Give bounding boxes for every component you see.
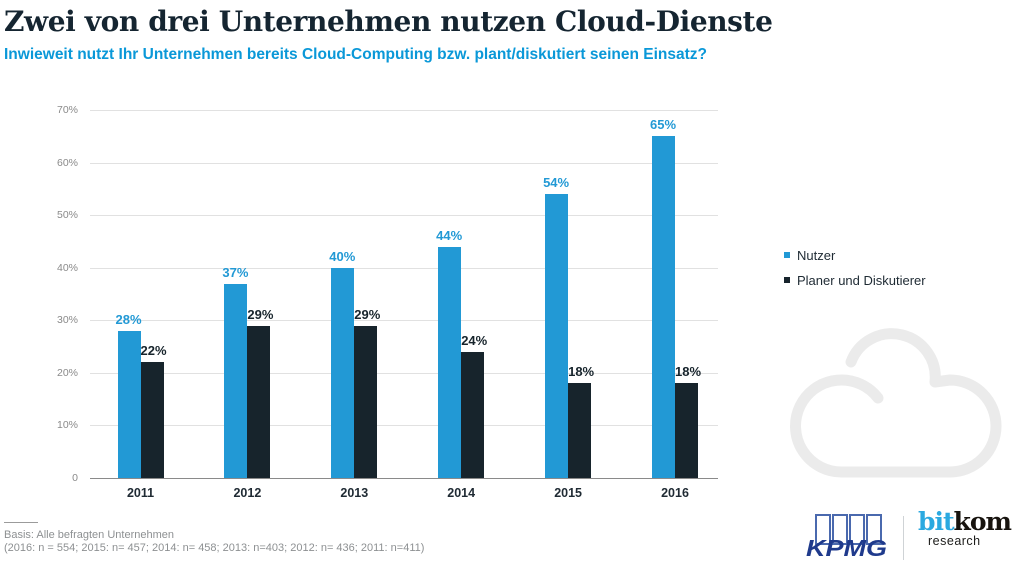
bar-planer-2014 (461, 351, 485, 478)
legend-label: Nutzer (797, 247, 836, 263)
bar-value-label: 24% (461, 332, 488, 348)
bar-nutzer-2014 (438, 246, 462, 478)
bar-group-2013: 40% 29% 2013 (329, 110, 381, 500)
legend-item: Nutzer (784, 247, 926, 263)
gridline (90, 215, 718, 217)
bar-group-2012: 37% 29% 2012 (222, 110, 274, 501)
bar-nutzer-2011 (117, 330, 141, 478)
y-tick-label: 40% (56, 261, 78, 274)
bar-planer-2015 (568, 383, 592, 478)
x-tick-label-2014: 2014 (447, 486, 476, 500)
bar-planer-2016 (675, 383, 698, 478)
bar-nutzer-2012 (224, 283, 248, 478)
x-tick-label-2016: 2016 (661, 486, 689, 500)
footer-basis: Basis: Alle befragten Unternehmen (4, 529, 174, 541)
y-tick-label: 50% (56, 209, 78, 222)
x-tick-label-2012: 2012 (233, 486, 262, 500)
gridline (90, 267, 718, 269)
page-subtitle: Inwieweit nutzt Ihr Unternehmen bereits … (4, 46, 707, 63)
bar-planer-2011 (140, 362, 164, 478)
plot-area: 28% 22% 2011 37% 29% 2012 40% 29% 2013 44% 24% 2014… (90, 110, 718, 501)
bar-value-label: 22% (140, 343, 167, 359)
gridline (90, 372, 718, 374)
bar-group-2011: 28% 22% 2011 (115, 110, 167, 500)
y-tick-label: 70% (56, 104, 78, 116)
bar-value-label: 29% (247, 306, 274, 322)
bar-value-label: 18% (568, 364, 595, 380)
page-title: Zwei von drei Unternehmen nutzen Cloud-D… (4, 5, 773, 38)
bar-value-label: 37% (222, 264, 249, 280)
legend-swatch (784, 252, 790, 258)
bar-planer-2013 (354, 325, 378, 478)
y-tick-label: 60% (56, 156, 78, 169)
gridline (90, 110, 718, 111)
bar-nutzer-2013 (331, 267, 355, 478)
cloud-outline (790, 328, 1002, 478)
bar-value-label: 54% (543, 175, 570, 191)
y-axis: 70% 60% 50% 40% 30% 20% 10% 0 (0, 104, 78, 484)
footer-sample: (2016: n = 554; 2015: n= 457; 2014: n= 4… (4, 542, 425, 554)
bitkom-bit: bit (918, 507, 955, 536)
bar-value-label: 29% (354, 306, 381, 322)
bar-group-2015: 54% 18% 2015 (543, 110, 595, 500)
x-tick-label-2013: 2013 (340, 486, 369, 500)
footer-rule (4, 522, 38, 523)
cloud-icon (790, 328, 1002, 478)
x-tick-label-2015: 2015 (554, 486, 582, 500)
y-tick-label: 10% (56, 419, 78, 432)
bar-nutzer-2015 (545, 194, 569, 478)
logo-separator (903, 516, 904, 560)
x-tick-label-2011: 2011 (126, 486, 155, 500)
bar-value-label: 18% (675, 364, 702, 380)
bar-value-label: 65% (649, 117, 677, 133)
y-tick-label: 0 (72, 472, 78, 484)
y-tick-label: 20% (56, 366, 78, 379)
bar-value-label: 44% (436, 227, 463, 243)
bitkom-logo: bitkom research (918, 507, 1012, 548)
gridline (90, 162, 718, 164)
bitkom-research: research (928, 534, 981, 548)
x-axis-line (90, 478, 718, 479)
bar-value-label: 28% (115, 311, 142, 327)
bar-planer-2012 (247, 325, 271, 478)
bar-nutzer-2016 (652, 136, 675, 478)
kpmg-wordmark: KPMG (806, 535, 887, 560)
bitkom-wordmark: bitkom (918, 507, 1012, 536)
y-tick-label: 30% (56, 314, 78, 327)
legend-item: Planer und Diskutierer (784, 272, 926, 288)
kpmg-frames (815, 514, 882, 545)
bar-group-2016: 65% 18% 2016 (649, 110, 702, 500)
bar-group-2014: 44% 24% 2014 (436, 110, 488, 500)
bitkom-kom: kom (953, 507, 1012, 536)
gridline (90, 425, 718, 427)
footer: Basis: Alle befragten Unternehmen (2016:… (4, 522, 424, 555)
gridline (90, 320, 718, 322)
bar-value-label: 40% (329, 248, 356, 264)
kpmg-logo: KPMG (806, 514, 887, 560)
legend: Nutzer Planer und Diskutierer (784, 247, 926, 288)
legend-swatch (784, 277, 790, 283)
legend-label: Planer und Diskutierer (797, 272, 926, 288)
